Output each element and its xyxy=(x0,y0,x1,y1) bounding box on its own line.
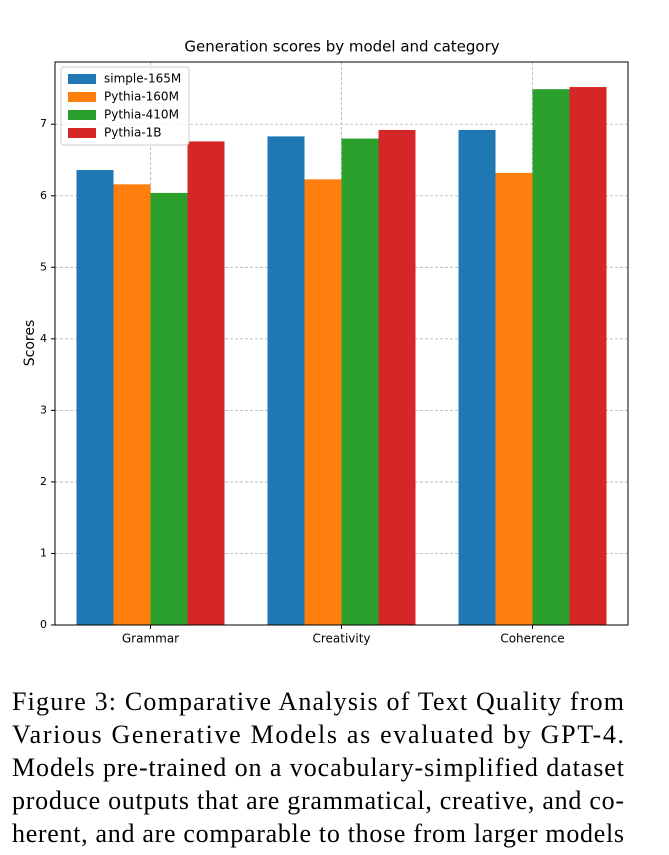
bar xyxy=(378,129,416,625)
x-tick-label: Creativity xyxy=(312,632,370,646)
y-tick-label: 0 xyxy=(40,618,47,631)
plot-frame xyxy=(54,61,629,626)
legend-box xyxy=(60,66,190,146)
caption-line: Models pre-trained on a vocabulary-simpl… xyxy=(12,753,625,782)
bar xyxy=(113,184,151,625)
caption-line: herent, and are comparable to those from… xyxy=(12,819,624,848)
caption-line: Figure 3: Comparative Analysis of Text Q… xyxy=(12,687,624,716)
caption-line: produce outputs that are grammatical, cr… xyxy=(12,786,624,815)
legend-label: Pythia-1B xyxy=(104,126,162,140)
y-tick-label: 4 xyxy=(40,332,47,345)
bar xyxy=(341,138,379,625)
y-tick-label: 5 xyxy=(40,260,47,273)
bar xyxy=(187,141,225,625)
y-tick-label: 2 xyxy=(40,475,47,488)
bar xyxy=(569,87,607,626)
legend-label: Pythia-410M xyxy=(104,108,179,122)
legend-swatch xyxy=(68,128,96,138)
y-tick-label: 7 xyxy=(40,117,47,130)
bar xyxy=(304,179,342,625)
caption-line: Various Generative Models as evaluated b… xyxy=(12,720,624,749)
bar xyxy=(267,136,305,625)
y-tick-label: 6 xyxy=(40,189,47,202)
chart-title: Generation scores by model and category xyxy=(184,38,499,56)
y-tick-label: 1 xyxy=(40,546,47,559)
legend-label: Pythia-160M xyxy=(104,90,179,104)
bar xyxy=(495,172,533,625)
y-axis-label: Scores xyxy=(22,320,38,367)
legend-swatch xyxy=(68,74,96,84)
bar xyxy=(532,89,570,625)
x-tick-label: Coherence xyxy=(500,632,564,646)
bar xyxy=(76,170,114,625)
legend-label: simple-165M xyxy=(104,72,181,86)
legend-swatch xyxy=(68,92,96,102)
y-tick-label: 3 xyxy=(40,403,47,416)
bar xyxy=(458,129,496,625)
bar xyxy=(150,192,188,626)
legend-swatch xyxy=(68,110,96,120)
x-tick-label: Grammar xyxy=(122,632,179,646)
